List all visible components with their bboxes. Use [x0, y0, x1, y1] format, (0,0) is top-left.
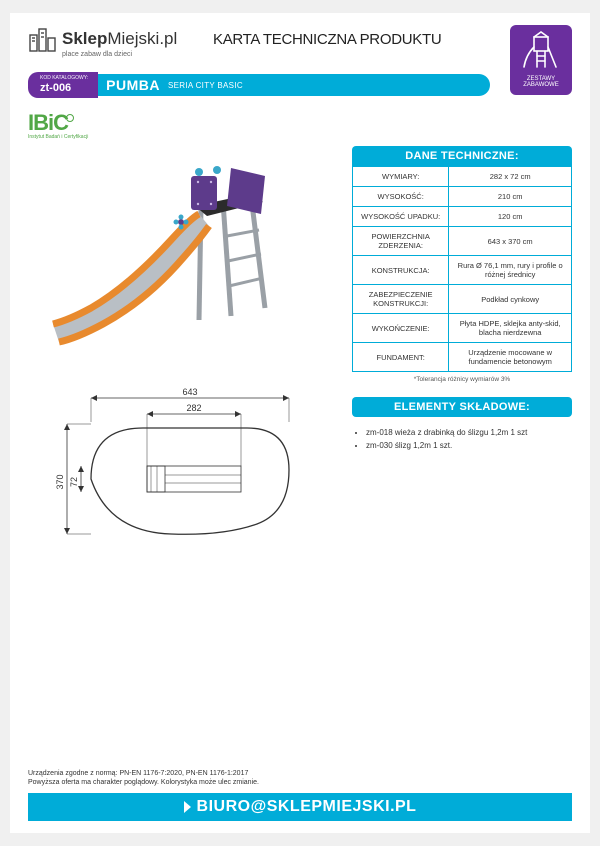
title-bar: KOD KATALOGOWY: zt-006 PUMBA SERIA CITY … — [28, 72, 572, 98]
table-row: ZABEZPIECZENIE KONSTRUKCJI:Podkład cynko… — [353, 285, 572, 314]
catalog-code-pill: KOD KATALOGOWY: zt-006 — [28, 72, 98, 98]
components-heading: ELEMENTY SKŁADOWE: — [352, 397, 572, 417]
triangle-icon — [184, 801, 191, 813]
tech-specs-table: WYMIARY:282 x 72 cm WYSOKOŚĆ:210 cm WYSO… — [352, 166, 572, 372]
svg-text:643: 643 — [182, 387, 197, 397]
header: SklepMiejski.pl place zabaw dla dzieci K… — [28, 25, 572, 58]
tolerance-note: *Tolerancja różnicy wymiarów 3% — [352, 376, 572, 383]
table-row: WYKOŃCZENIE:Płyta HDPE, sklejka anty-ski… — [353, 314, 572, 343]
table-row: WYSOKOŚĆ UPADKU:120 cm — [353, 207, 572, 227]
components-list: zm-018 wieża z drabinką do ślizgu 1,2m 1… — [352, 427, 572, 453]
table-row: POWIERZCHNIA ZDERZENIA:643 x 370 cm — [353, 227, 572, 256]
components-section: ELEMENTY SKŁADOWE: zm-018 wieża z drabin… — [352, 397, 572, 453]
main-content: 643 282 370 72 — [28, 146, 572, 574]
datasheet: SklepMiejski.pl place zabaw dla dzieci K… — [10, 13, 590, 833]
logo-text: SklepMiejski.pl — [62, 29, 177, 49]
company-logo: SklepMiejski.pl place zabaw dla dzieci — [28, 25, 203, 58]
catalog-code: zt-006 — [40, 82, 88, 94]
badge-label: ZESTAWYZABAWOWE — [523, 76, 558, 89]
contact-bar: BIURO@SKLEPMIEJSKI.PL — [28, 793, 572, 821]
product-name-pill: PUMBA SERIA CITY BASIC — [90, 74, 490, 96]
playground-tower-icon — [522, 31, 560, 69]
compliance-text: Urządzenia zgodne z normą: PN-EN 1176-7:… — [28, 769, 572, 787]
table-row: KONSTRUKCJA:Rura Ø 76,1 mm, rury i profi… — [353, 256, 572, 285]
product-name: PUMBA — [106, 77, 160, 93]
footer: Urządzenia zgodne z normą: PN-EN 1176-7:… — [28, 769, 572, 821]
logo-tagline: place zabaw dla dzieci — [62, 51, 203, 58]
buildings-icon — [28, 25, 58, 53]
table-row: FUNDAMENT:Urządzenie mocowane w fundamen… — [353, 343, 572, 372]
product-series: SERIA CITY BASIC — [168, 81, 243, 90]
contact-email: BIURO@SKLEPMIEJSKI.PL — [197, 798, 417, 816]
svg-text:370: 370 — [55, 474, 65, 489]
table-row: WYMIARY:282 x 72 cm — [353, 167, 572, 187]
specs-column: DANE TECHNICZNE: WYMIARY:282 x 72 cm WYS… — [352, 146, 572, 574]
page-title: KARTA TECHNICZNA PRODUKTU — [213, 31, 441, 48]
table-row: WYSOKOŚĆ:210 cm — [353, 187, 572, 207]
plan-view: 643 282 370 72 — [51, 384, 311, 574]
category-badge: ZESTAWYZABAWOWE — [510, 25, 572, 95]
visuals-column: 643 282 370 72 — [28, 146, 334, 574]
list-item: zm-018 wieża z drabinką do ślizgu 1,2m 1… — [366, 427, 572, 440]
list-item: zm-030 ślizg 1,2m 1 szt. — [366, 440, 572, 453]
svg-text:282: 282 — [186, 403, 201, 413]
svg-text:72: 72 — [69, 477, 79, 487]
product-render — [51, 146, 311, 366]
certification-logo: IBiC Instytut Badań i Certyfikacji — [28, 112, 572, 140]
tech-specs-heading: DANE TECHNICZNE: — [352, 146, 572, 166]
